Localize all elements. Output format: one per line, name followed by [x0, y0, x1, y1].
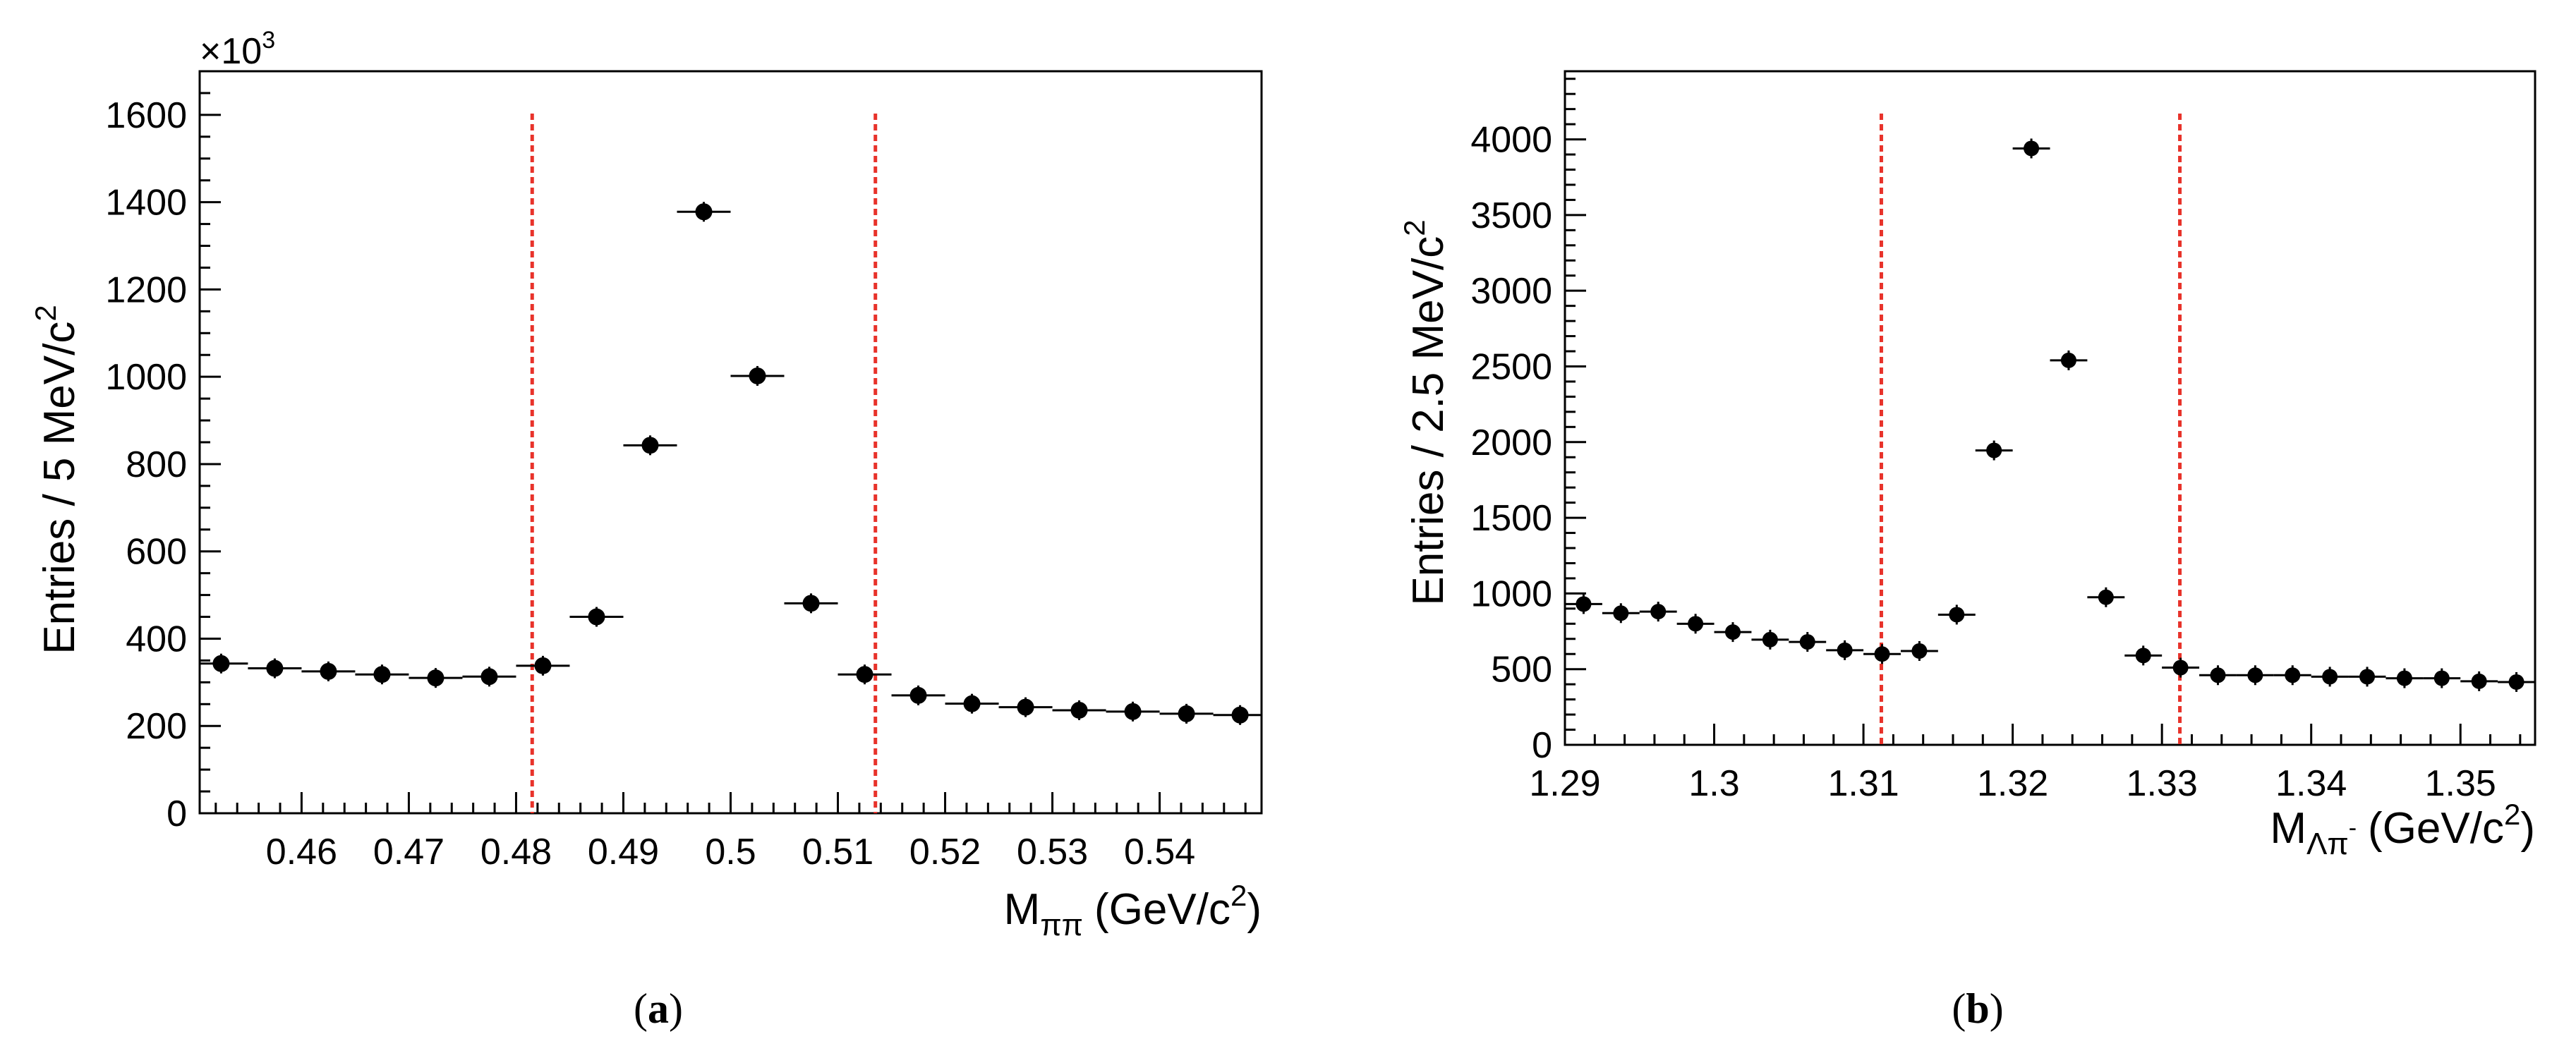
y-tick-label: 2500: [1470, 346, 1552, 387]
data-point: [1837, 642, 1853, 658]
y-tick-label: 0: [167, 794, 187, 834]
data-point: [1724, 624, 1741, 640]
y-tick-label: 600: [126, 532, 187, 573]
data-point: [2247, 667, 2263, 683]
y-tick-label: 1200: [105, 269, 187, 310]
data-point: [2508, 674, 2524, 690]
x-tick-label: 0.51: [802, 832, 873, 872]
y-tick-label: 1600: [105, 95, 187, 136]
x-tick-label: 0.54: [1124, 832, 1195, 872]
data-point: [2098, 589, 2114, 605]
x-tick-label: 1.32: [1977, 763, 2048, 804]
y-tick-label: 1400: [105, 183, 187, 224]
x-tick-label: 0.46: [266, 832, 337, 872]
x-tick-label: 1.35: [2425, 763, 2496, 804]
x-tick-label: 0.49: [588, 832, 659, 872]
data-point: [909, 686, 927, 704]
data-point: [2471, 673, 2487, 689]
x-tick-label: 0.53: [1017, 832, 1088, 872]
data-point: [266, 659, 284, 677]
panel-label-a: (a): [634, 985, 683, 1032]
chart-panel-a: 0.46 0.47 0.48 0.49 0.5 0.51 0.52 0.53 0.54 0 200…: [29, 27, 1263, 1032]
data-point: [1874, 646, 1890, 662]
data-point: [1017, 698, 1034, 716]
data-point: [749, 367, 766, 384]
x-tick-label: 0.48: [480, 832, 552, 872]
data-point: [1799, 634, 1815, 650]
x-tick-label: 1.31: [1827, 763, 1899, 804]
data-point: [373, 666, 391, 683]
data-point: [1613, 605, 1629, 621]
x-tick-label: 0.52: [909, 832, 981, 872]
x-tick-label: 1.3: [1688, 763, 1739, 804]
y-axis-title: Entries / 2.5 MeV/c2: [1398, 219, 1453, 605]
y-tick-label: 0: [1532, 725, 1552, 766]
data-point: [2396, 670, 2412, 686]
data-point: [2060, 352, 2076, 368]
panel-label-b: (b): [1952, 985, 2003, 1032]
x-axis-title: Mππ (GeV/c2): [1004, 879, 1262, 942]
data-point: [1688, 616, 1704, 632]
data-point: [2359, 669, 2376, 685]
y-tick-label: 400: [126, 619, 187, 659]
data-point: [856, 666, 873, 683]
data-point: [2322, 669, 2338, 685]
data-point: [1178, 705, 1195, 722]
plot-frame: [1564, 70, 2536, 746]
y-axis-ticks: 0 200 400 600 800 1000 1200 1400 1600: [105, 70, 221, 834]
data-point: [2024, 140, 2040, 157]
x-tick-label: 0.5: [705, 832, 756, 872]
data-point: [2285, 667, 2301, 683]
data-point: [1070, 701, 1088, 719]
data-point: [588, 608, 605, 626]
y-tick-label: 2000: [1470, 422, 1552, 463]
y-tick-label: 1000: [1470, 573, 1552, 614]
data-point: [1986, 442, 2002, 458]
y-tick-label: 3000: [1470, 271, 1552, 312]
data-points: [1565, 138, 2535, 692]
data-point: [1762, 631, 1778, 647]
data-point: [2433, 670, 2450, 686]
data-point: [695, 203, 713, 221]
y-tick-label: 4000: [1470, 120, 1552, 161]
data-point: [2172, 659, 2189, 676]
data-point: [320, 662, 337, 680]
x-tick-label: 1.34: [2275, 763, 2347, 804]
data-point: [534, 657, 552, 674]
data-point: [1576, 596, 1592, 612]
y-axis-title: Entries / 5 MeV/c2: [29, 305, 84, 654]
data-point: [480, 668, 498, 686]
chart-panel-b: 1.29 1.3 1.31 1.32 1.33 1.34 1.35 0 500 1000 1500…: [1398, 70, 2536, 1032]
y-tick-label: 1500: [1470, 498, 1552, 539]
y-tick-label: 1000: [105, 357, 187, 398]
y-tick-label: 3500: [1470, 195, 1552, 236]
data-point: [427, 669, 445, 687]
y-tick-label: 500: [1491, 650, 1552, 691]
data-point: [1949, 607, 1965, 623]
data-point: [1231, 706, 1249, 724]
data-point: [1650, 604, 1667, 620]
y-tick-label: 200: [126, 706, 187, 747]
cut-lines: [530, 114, 878, 813]
data-point: [2135, 647, 2151, 664]
y-tick-label: 800: [126, 444, 187, 485]
x-tick-label: 1.29: [1529, 763, 1600, 804]
x-tick-label: 1.33: [2127, 763, 2198, 804]
data-point: [641, 437, 659, 454]
data-point: [1124, 703, 1142, 720]
plot-frame: [198, 70, 1263, 815]
data-points: [200, 202, 1262, 725]
x-axis-ticks: 0.46 0.47 0.48 0.49 0.5 0.51 0.52 0.53 0.54: [214, 792, 1247, 872]
data-point: [802, 595, 820, 612]
x-tick-label: 0.47: [373, 832, 445, 872]
y-axis-ticks: 0 500 1000 1500 2000 2500 3000 3500 4000: [1470, 78, 1586, 766]
data-point: [2210, 667, 2226, 683]
data-point: [212, 655, 230, 672]
data-point: [963, 695, 981, 712]
x-axis-ticks: 1.29 1.3 1.31 1.32 1.33 1.34 1.35: [1529, 724, 2522, 804]
y-multiplier: ×103: [200, 27, 275, 72]
data-point: [1911, 643, 1928, 659]
x-axis-title: MΛπ- (GeV/c2): [2270, 798, 2535, 861]
